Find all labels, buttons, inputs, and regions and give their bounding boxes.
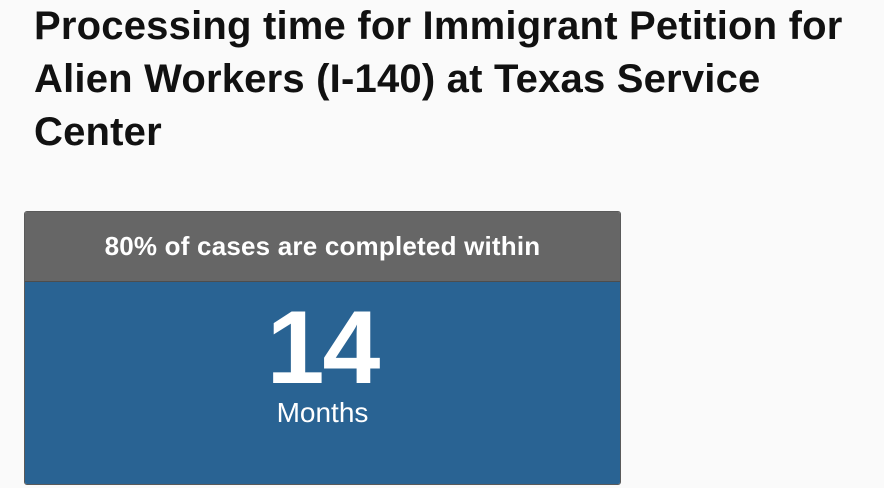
- card-body: 14 Months: [25, 282, 620, 484]
- processing-time-unit: Months: [276, 397, 369, 428]
- card-header-text: 80% of cases are completed within: [104, 231, 541, 261]
- processing-time-value: 14: [266, 290, 381, 406]
- processing-time-card: 80% of cases are completed within 14 Mon…: [24, 211, 621, 485]
- card-header: 80% of cases are completed within: [25, 212, 620, 282]
- page-title: Processing time for Immigrant Petition f…: [34, 4, 843, 154]
